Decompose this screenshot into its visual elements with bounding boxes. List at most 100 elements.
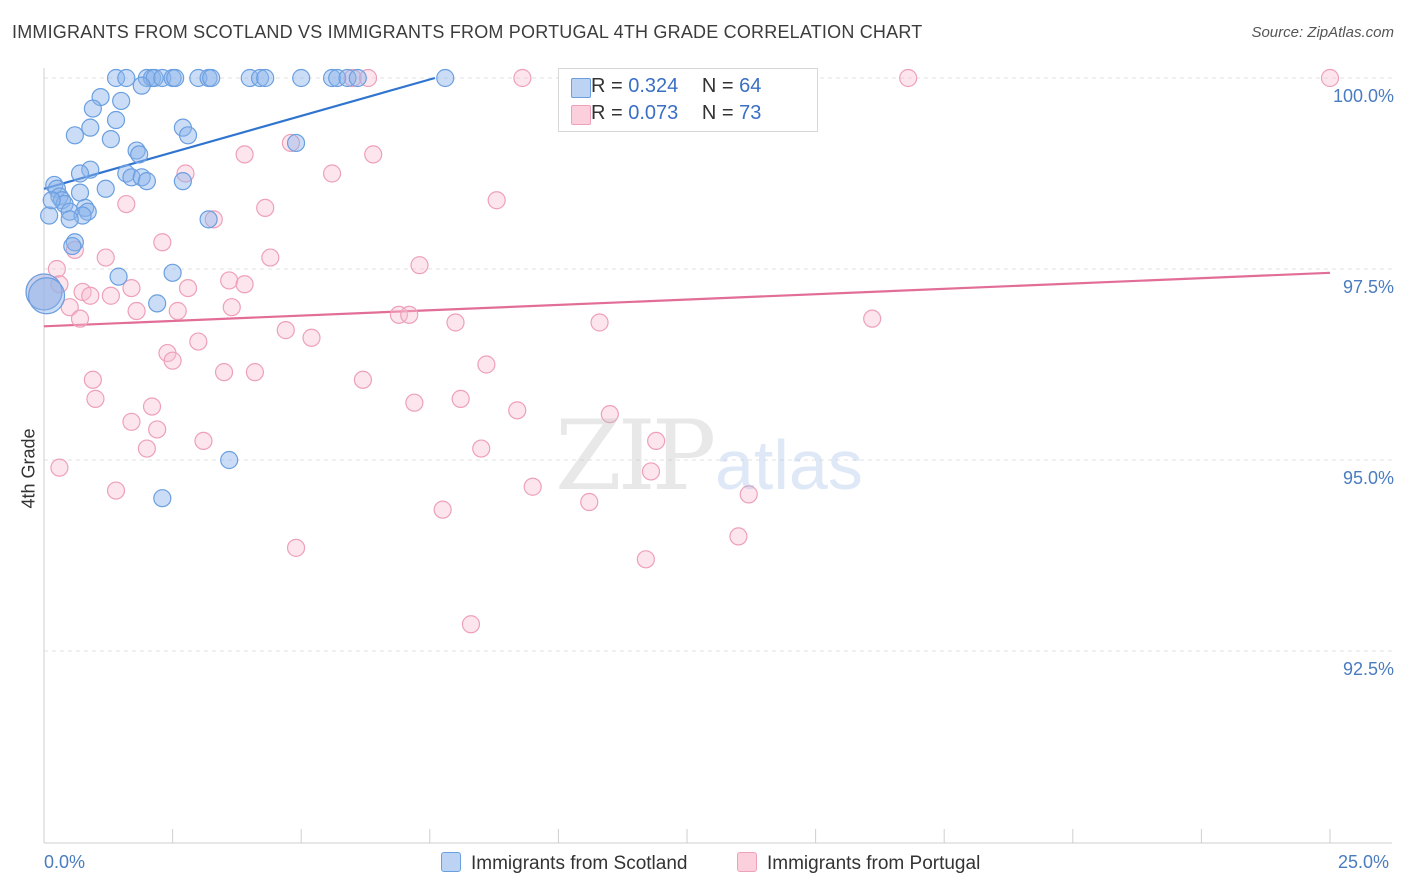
data-point xyxy=(322,68,342,88)
source-label: Source: ZipAtlas.com xyxy=(1251,24,1394,41)
legend-swatch-portugal xyxy=(737,852,757,872)
data-point xyxy=(292,68,311,88)
points-portugal xyxy=(25,68,1340,634)
data-point xyxy=(122,412,141,431)
data-point xyxy=(117,194,136,214)
watermark-atlas: atlas xyxy=(715,426,863,504)
data-point xyxy=(436,68,455,88)
data-point xyxy=(343,68,362,88)
legend-swatch-portugal xyxy=(571,105,591,125)
data-point xyxy=(590,313,609,332)
data-point xyxy=(70,309,90,328)
data-point xyxy=(600,405,619,424)
data-point xyxy=(364,145,383,164)
data-point xyxy=(83,370,102,389)
data-point xyxy=(137,439,156,458)
legend-row-scotland: R = 0.324 N = 64 xyxy=(571,75,762,101)
data-point xyxy=(65,126,84,145)
data-point xyxy=(400,305,419,324)
data-point xyxy=(729,527,748,546)
trend-line-scotland xyxy=(43,76,436,190)
legend-swatch-scotland xyxy=(441,852,461,872)
data-point xyxy=(178,126,198,145)
data-point xyxy=(153,233,172,252)
data-point xyxy=(348,68,367,88)
data-point xyxy=(153,489,172,508)
data-point xyxy=(338,68,357,88)
data-point xyxy=(245,363,265,382)
x-tick-label-min: 0.0% xyxy=(44,852,86,872)
data-point xyxy=(513,68,532,88)
data-point xyxy=(353,370,373,389)
data-point xyxy=(256,68,275,88)
data-point xyxy=(109,267,128,286)
legend-n-label: N = xyxy=(701,102,740,124)
data-point xyxy=(523,477,542,496)
data-point xyxy=(405,393,424,412)
data-point xyxy=(194,431,213,450)
legend-r-value: 0.324 xyxy=(628,75,679,97)
legend-n-value: 64 xyxy=(739,75,762,97)
legend-swatch-scotland xyxy=(571,78,591,98)
data-point xyxy=(636,550,655,569)
data-point xyxy=(50,458,69,477)
legend-n-label: N = xyxy=(701,75,740,97)
y-tick-label: 92.5% xyxy=(1342,659,1394,679)
data-point xyxy=(81,118,100,137)
data-point xyxy=(27,277,66,315)
data-point xyxy=(358,68,378,88)
data-point xyxy=(250,68,270,88)
data-point xyxy=(166,68,185,88)
data-point xyxy=(70,183,90,202)
data-point xyxy=(461,615,481,634)
legend-label-portugal: Immigrants from Portugal xyxy=(767,853,981,874)
data-point xyxy=(101,286,120,305)
data-point xyxy=(863,309,882,328)
data-point xyxy=(112,91,131,111)
data-point xyxy=(256,198,275,217)
legend-r-value: 0.073 xyxy=(628,102,679,124)
data-point xyxy=(163,263,182,282)
data-point xyxy=(106,110,126,130)
trend-line-portugal xyxy=(43,271,1331,328)
y-tick-label: 100.0% xyxy=(1332,86,1394,106)
data-point xyxy=(122,279,141,298)
data-point xyxy=(137,172,156,191)
data-point xyxy=(647,431,666,450)
data-point xyxy=(130,145,149,164)
data-point xyxy=(302,328,321,347)
data-point xyxy=(168,301,187,321)
y-axis-label-wrap: 4th Grade xyxy=(14,420,44,520)
data-point xyxy=(1320,68,1340,88)
data-point xyxy=(81,160,100,179)
legend-row-portugal: R = 0.073 N = 73 xyxy=(571,102,761,128)
data-point xyxy=(477,355,496,374)
data-point xyxy=(117,68,136,88)
data-point xyxy=(641,462,661,481)
data-point xyxy=(142,397,162,416)
data-point xyxy=(487,191,506,210)
data-point xyxy=(286,538,306,557)
data-point xyxy=(127,301,146,321)
data-point xyxy=(96,179,115,198)
trend-line xyxy=(43,76,436,190)
data-point xyxy=(101,130,120,149)
data-point xyxy=(580,492,599,512)
data-point xyxy=(199,210,218,229)
data-point xyxy=(204,210,223,229)
chart-title: IMMIGRANTS FROM SCOTLAND VS IMMIGRANTS F… xyxy=(12,22,923,42)
data-point xyxy=(63,236,82,256)
data-point xyxy=(202,68,221,88)
data-point xyxy=(106,481,126,500)
data-point xyxy=(163,351,182,370)
data-point xyxy=(132,76,151,95)
data-point xyxy=(25,273,63,311)
grid-lines xyxy=(44,77,1392,652)
data-point xyxy=(433,500,452,519)
data-point xyxy=(81,286,100,305)
data-point xyxy=(106,68,126,88)
data-point xyxy=(446,313,465,332)
data-point xyxy=(472,439,491,458)
y-tick-label: 97.5% xyxy=(1342,277,1394,297)
data-point xyxy=(189,68,208,88)
